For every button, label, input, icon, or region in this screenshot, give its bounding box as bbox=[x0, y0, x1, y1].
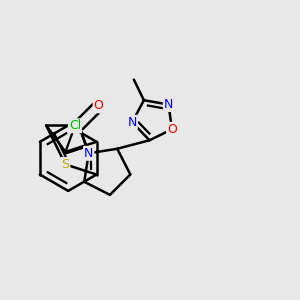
Text: S: S bbox=[61, 158, 69, 171]
Text: Cl: Cl bbox=[69, 119, 81, 132]
Text: O: O bbox=[94, 99, 103, 112]
Text: O: O bbox=[167, 123, 177, 136]
Text: N: N bbox=[164, 98, 173, 111]
Text: N: N bbox=[84, 147, 93, 160]
Text: N: N bbox=[128, 116, 137, 129]
